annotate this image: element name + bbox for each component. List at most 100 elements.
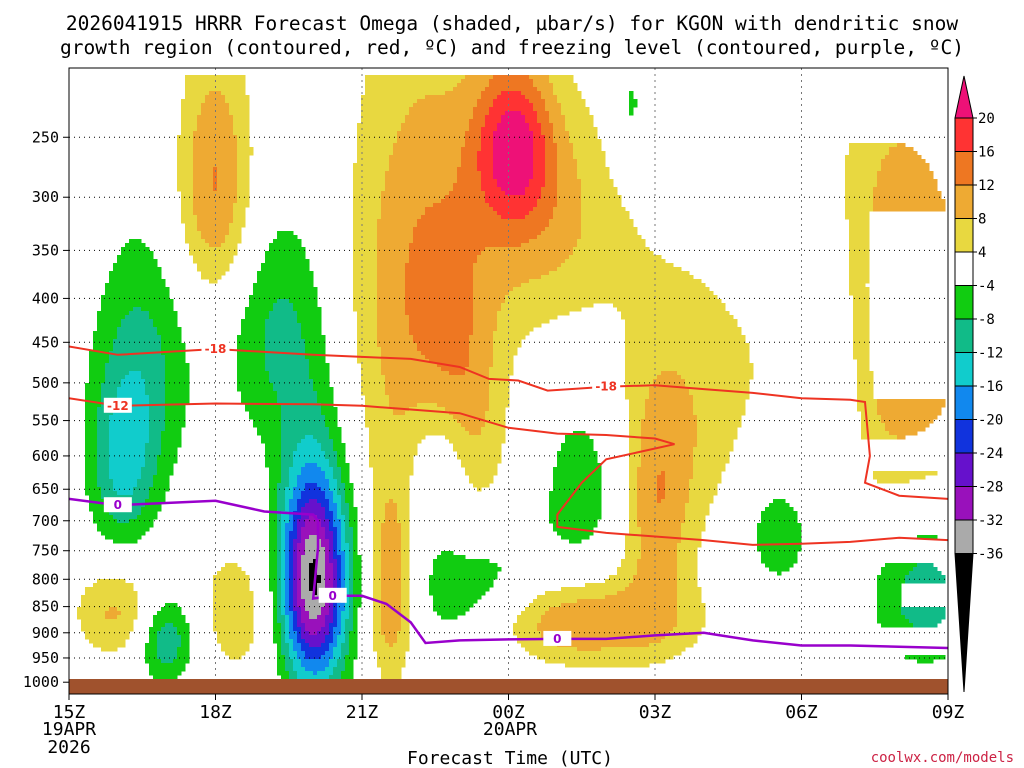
omega-cell-fill [537,87,554,92]
omega-cell-fill [629,447,642,452]
omega-cell-fill [345,559,350,564]
omega-cell-fill [293,603,298,608]
omega-cell-fill [345,587,350,592]
omega-cell-fill [85,467,98,472]
omega-cell-fill [285,491,294,496]
omega-cell-fill [501,91,522,96]
omega-cell-fill [289,471,302,476]
omega-cell-fill [505,191,526,196]
omega-cell-fill [677,611,706,616]
omega-cell-fill [537,623,678,628]
omega-cell-fill [193,159,238,164]
omega-cell-fill [137,479,154,484]
omega-cell-fill [269,379,314,384]
omega-cell-fill [337,547,342,552]
omega-cell-fill [497,323,542,328]
omega-cell-fill [473,111,490,116]
omega-cell-fill [389,643,394,648]
omega-cell-fill [373,635,386,640]
omega-cell-fill [401,543,410,548]
omega-cell-fill [533,103,546,108]
omega-cell-fill [349,615,354,620]
omega-cell-fill [581,227,638,232]
omega-cell-fill [381,371,450,376]
omega-cell-fill [649,387,690,392]
omega-cell-fill [289,583,294,588]
omega-cell-fill [157,651,178,656]
omega-cell-fill [873,471,938,476]
omega-cell-fill [293,623,298,628]
omega-cell-fill [277,235,298,240]
omega-cell-fill [393,643,410,648]
omega-cell-fill [377,303,406,308]
omega-cell-fill [549,511,602,516]
omega-cell-fill [161,451,178,456]
omega-cell-fill [317,439,334,444]
omega-cell-fill [325,623,330,628]
omega-cell-fill [389,167,458,172]
omega-cell-fill [325,571,334,576]
omega-cell-fill [289,675,298,680]
omega-cell-fill [697,435,738,440]
omega-cell-fill [245,403,282,408]
omega-cell-fill [457,451,502,456]
omega-cell-fill [121,323,154,328]
omega-cell-fill [165,383,190,388]
omega-cell-fill [321,443,334,448]
omega-cell-fill [273,639,282,644]
omega-cell-fill [761,551,798,556]
omega-cell-fill [505,295,718,300]
omega-cell-fill [337,527,342,532]
omega-cell-fill [393,151,462,156]
omega-cell-fill [241,399,278,404]
omega-cell-fill [641,547,678,552]
omega-cell-fill [201,107,230,112]
omega-cell-fill [281,675,290,680]
omega-cell-fill [557,183,582,188]
omega-cell-fill [849,243,870,248]
omega-cell-fill [557,167,578,172]
omega-cell-fill [309,371,330,376]
omega-cell-fill [361,391,386,396]
omega-cell-fill [89,359,110,364]
omega-cell-fill [533,79,550,84]
omega-cell-fill [117,395,150,400]
omega-cell-fill [97,435,110,440]
omega-cell-fill [697,427,738,432]
omega-cell-fill [333,563,338,568]
omega-cell-fill [689,387,750,392]
omega-cell-fill [761,555,798,560]
omega-cell-fill [545,163,558,168]
omega-cell-fill [101,299,174,304]
omega-cell-fill [293,659,302,664]
omega-cell-fill [293,579,298,584]
omega-cell-fill [401,539,410,544]
omega-cell-fill [245,311,270,316]
omega-cell-fill [109,279,166,284]
omega-cell-fill [101,491,118,496]
omega-cell-fill [625,555,642,560]
omega-cell-fill [533,163,546,168]
omega-cell-fill [629,479,638,484]
omega-cell-fill [149,635,158,640]
omega-cell-fill [377,307,406,312]
omega-cell-fill [329,551,334,556]
y-tick-label: 550 [32,412,59,430]
omega-cell-fill [377,247,410,252]
omega-cell-fill [325,419,338,424]
omega-cell-fill [269,311,298,316]
omega-cell-fill [301,531,326,536]
omega-cell-fill [197,267,230,272]
omega-cell-fill [333,615,338,620]
omega-cell-fill [165,623,174,628]
omega-cell-fill [281,519,290,524]
omega-cell-fill [345,483,354,488]
omega-cell-fill [197,219,234,224]
omega-cell-fill [293,587,298,592]
omega-cell-fill [193,167,214,172]
omega-cell-fill [349,591,354,596]
omega-cell-fill [485,191,506,196]
omega-cell-fill [625,347,750,352]
omega-cell-fill [693,467,726,472]
omega-cell-fill [225,235,242,240]
